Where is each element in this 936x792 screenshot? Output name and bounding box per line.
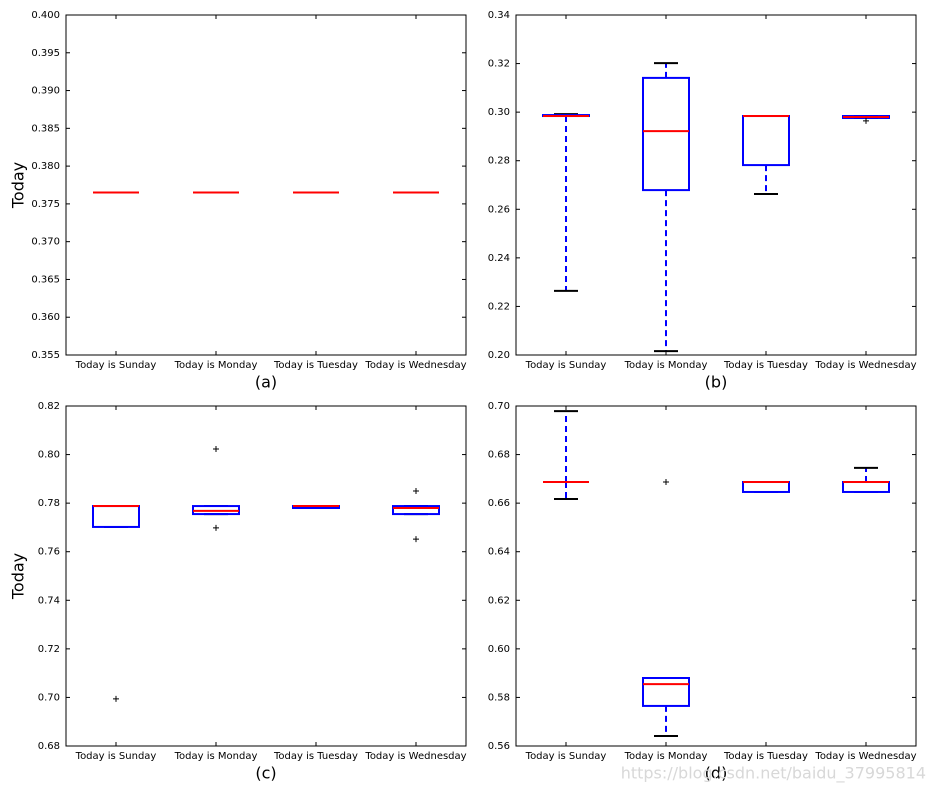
x-tick-label: Today is Monday bbox=[174, 360, 258, 371]
y-tick-label: 0.64 bbox=[488, 547, 510, 558]
box bbox=[742, 115, 790, 167]
y-tick-label: 0.22 bbox=[488, 301, 510, 312]
flier bbox=[413, 488, 419, 494]
x-tick-label: Today is Tuesday bbox=[723, 360, 808, 371]
y-tick-label: 0.24 bbox=[488, 253, 510, 264]
y-tick-label: 0.26 bbox=[488, 204, 510, 215]
x-axis-label: (d) bbox=[705, 764, 728, 783]
y-tick-label: 0.34 bbox=[488, 10, 510, 21]
y-tick-label: 0.20 bbox=[488, 350, 510, 361]
y-tick-label: 0.395 bbox=[31, 48, 60, 59]
y-tick-label: 0.78 bbox=[38, 498, 60, 509]
x-tick-label: Today is Sunday bbox=[75, 751, 157, 762]
y-tick-label: 0.360 bbox=[31, 312, 60, 323]
y-tick-label: 0.70 bbox=[488, 401, 510, 412]
y-tick-label: 0.28 bbox=[488, 156, 510, 167]
flier bbox=[113, 695, 119, 702]
x-axis-label: (c) bbox=[255, 764, 276, 783]
plot-frame bbox=[515, 405, 917, 747]
box bbox=[92, 505, 140, 528]
y-tick-label: 0.82 bbox=[38, 401, 60, 412]
box bbox=[842, 481, 890, 493]
x-axis-label: (b) bbox=[705, 373, 728, 392]
box bbox=[642, 76, 690, 192]
y-tick-label: 0.80 bbox=[38, 450, 60, 461]
y-axis-label: Today bbox=[9, 162, 28, 209]
x-tick-label: Today is Sunday bbox=[75, 360, 157, 371]
y-tick-label: 0.365 bbox=[31, 274, 60, 285]
y-tick-label: 0.400 bbox=[31, 10, 60, 21]
box bbox=[642, 677, 690, 707]
y-tick-label: 0.385 bbox=[31, 123, 60, 134]
y-tick-label: 0.56 bbox=[488, 741, 510, 752]
y-tick-label: 0.74 bbox=[38, 595, 60, 606]
x-tick-label: Today is Sunday bbox=[525, 751, 607, 762]
y-tick-label: 0.62 bbox=[488, 595, 510, 606]
flier bbox=[413, 536, 419, 543]
x-tick-label: Today is Wednesday bbox=[814, 360, 916, 371]
y-tick-label: 0.68 bbox=[488, 450, 510, 461]
y-tick-label: 0.370 bbox=[31, 237, 60, 248]
x-axis-label: (a) bbox=[255, 373, 277, 392]
watermark: https://blog.csdn.net/baidu_37995814 bbox=[621, 764, 926, 784]
y-tick-label: 0.355 bbox=[31, 350, 60, 361]
x-tick-label: Today is Wednesday bbox=[364, 751, 466, 762]
x-tick-label: Today is Monday bbox=[624, 360, 708, 371]
x-tick-label: Today is Monday bbox=[174, 751, 258, 762]
plot-frame bbox=[515, 14, 917, 356]
y-tick-label: 0.32 bbox=[488, 59, 510, 70]
y-tick-label: 0.70 bbox=[38, 692, 60, 703]
y-tick-label: 0.76 bbox=[38, 547, 60, 558]
box bbox=[742, 481, 790, 493]
x-tick-label: Today is Monday bbox=[624, 751, 708, 762]
plot-frame bbox=[65, 14, 467, 356]
y-tick-label: 0.66 bbox=[488, 498, 510, 509]
y-tick-label: 0.380 bbox=[31, 161, 60, 172]
x-tick-label: Today is Tuesday bbox=[723, 751, 808, 762]
y-tick-label: 0.58 bbox=[488, 692, 510, 703]
y-tick-label: 0.30 bbox=[488, 107, 510, 118]
y-axis-label: Today bbox=[9, 553, 28, 600]
flier bbox=[213, 524, 219, 531]
box bbox=[392, 505, 440, 516]
flier bbox=[663, 479, 669, 486]
flier bbox=[213, 445, 219, 452]
x-tick-label: Today is Wednesday bbox=[364, 360, 466, 371]
x-tick-label: Today is Tuesday bbox=[273, 360, 358, 371]
y-tick-label: 0.68 bbox=[38, 741, 60, 752]
y-tick-label: 0.390 bbox=[31, 86, 60, 97]
x-tick-label: Today is Tuesday bbox=[273, 751, 358, 762]
plot-frame bbox=[65, 405, 467, 747]
flier bbox=[863, 117, 869, 124]
x-tick-label: Today is Wednesday bbox=[814, 751, 916, 762]
y-tick-label: 0.72 bbox=[38, 644, 60, 655]
y-tick-label: 0.375 bbox=[31, 199, 60, 210]
y-tick-label: 0.60 bbox=[488, 644, 510, 655]
x-tick-label: Today is Sunday bbox=[525, 360, 607, 371]
